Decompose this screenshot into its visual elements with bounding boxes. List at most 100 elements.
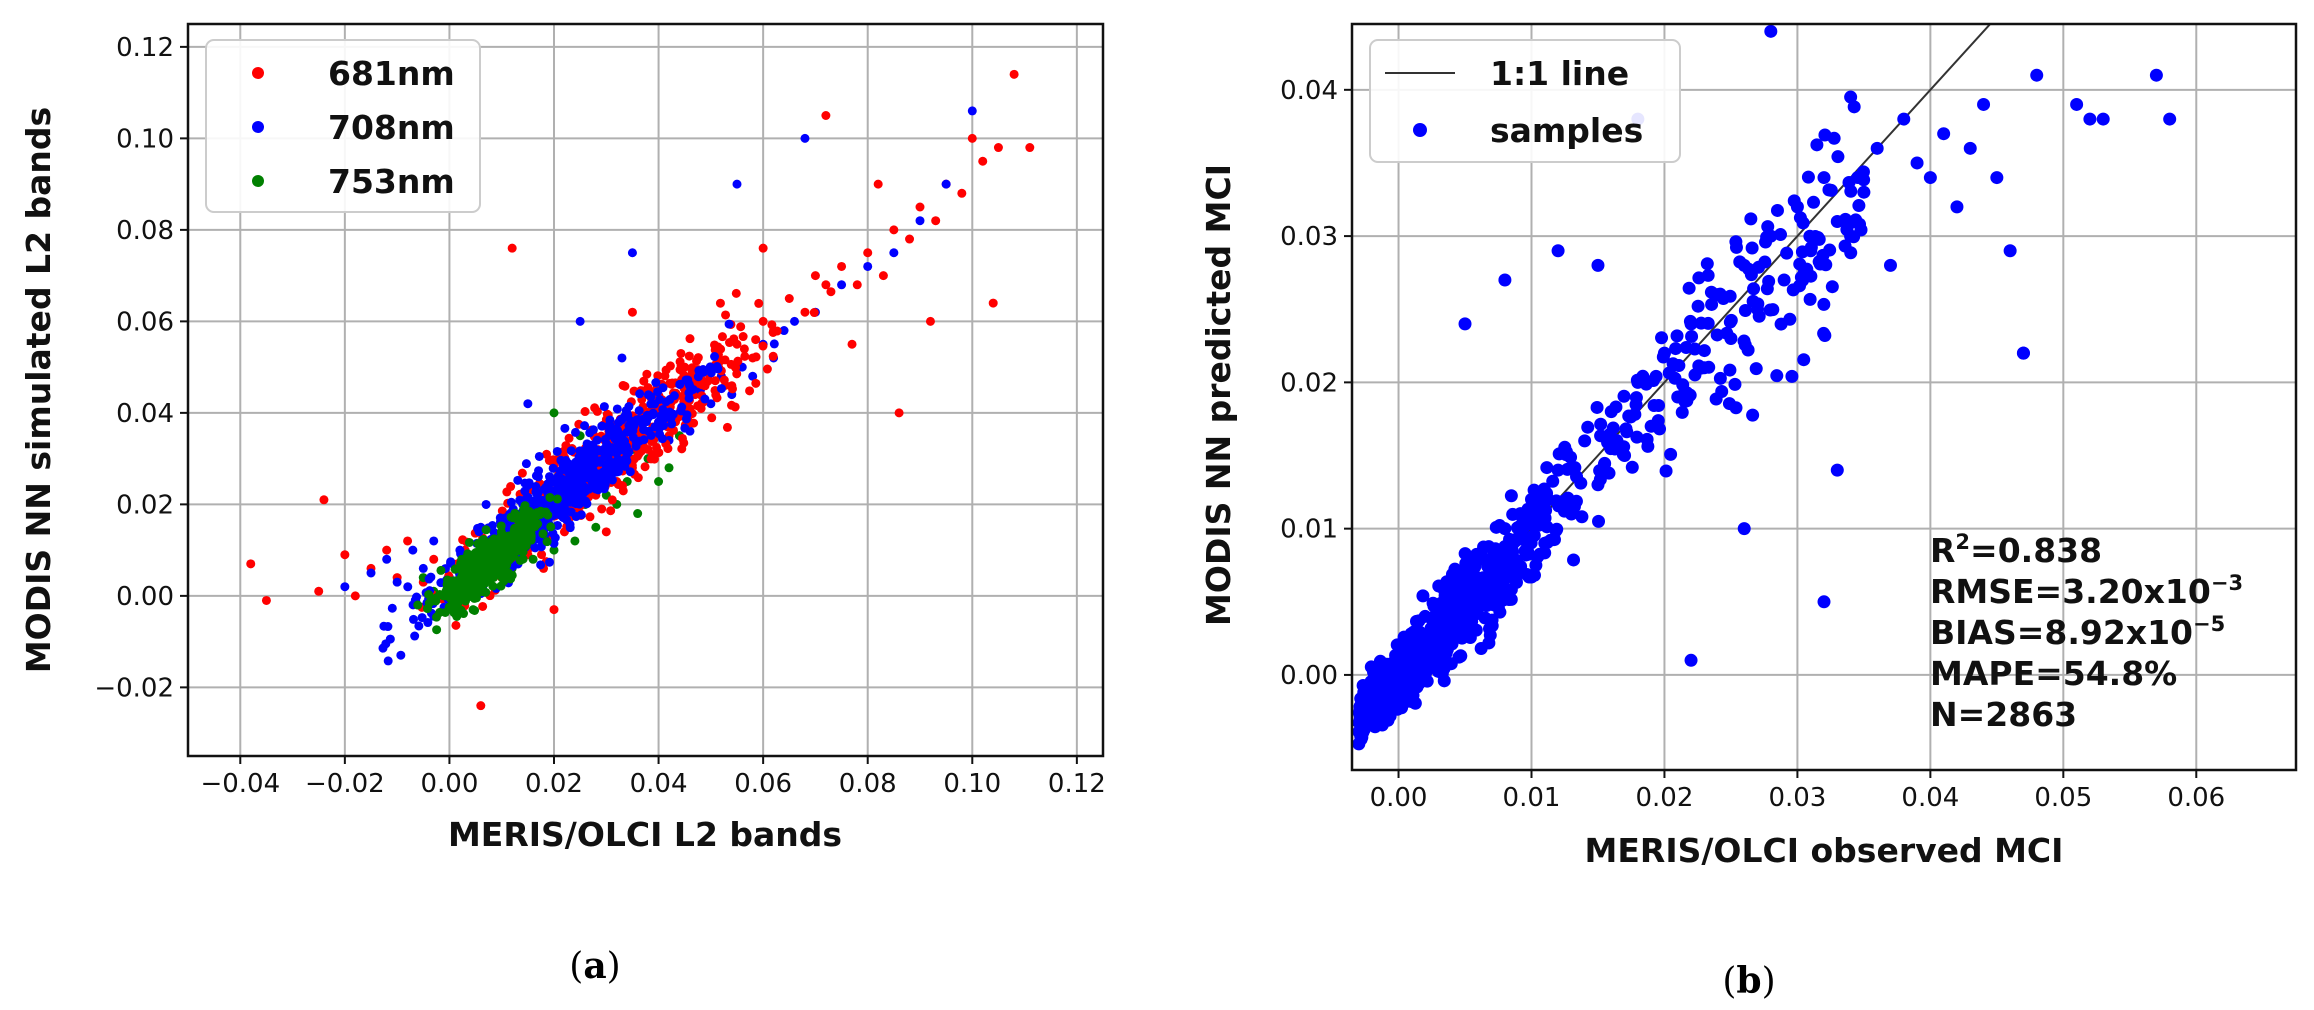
scatter-point-708nm xyxy=(473,523,483,533)
scatter-point-708nm xyxy=(863,261,873,271)
scatter-point-753nm xyxy=(424,590,434,600)
scatter-point-samples xyxy=(1451,595,1465,609)
scatter-point-681nm xyxy=(740,351,750,361)
scatter-point-samples xyxy=(1702,360,1716,374)
stat-bias-superscript: −5 xyxy=(2193,612,2225,636)
scatter-point-681nm xyxy=(497,506,507,516)
panel-b-legend: 1:1 line samples xyxy=(1369,39,1681,163)
scatter-point-708nm xyxy=(889,248,899,258)
scatter-point-753nm xyxy=(513,538,523,548)
scatter-point-681nm xyxy=(993,143,1003,153)
scatter-point-samples xyxy=(2003,244,2017,258)
scatter-point-708nm xyxy=(566,446,576,456)
scatter-point-samples xyxy=(1568,461,1582,475)
scatter-point-681nm xyxy=(726,400,736,410)
scatter-point-753nm xyxy=(496,581,506,591)
scatter-point-samples xyxy=(1700,257,1714,271)
panel-a-legend: 681nm 708nm 753nm xyxy=(205,39,481,213)
legend-708nm-marker xyxy=(252,121,264,133)
scatter-point-samples xyxy=(1482,588,1496,602)
scatter-point-753nm xyxy=(468,583,478,593)
scatter-point-samples xyxy=(1723,289,1737,303)
scatter-point-samples xyxy=(1827,131,1841,145)
scatter-point-708nm xyxy=(614,428,624,438)
scatter-point-samples xyxy=(1524,506,1538,520)
scatter-point-samples xyxy=(1533,547,1547,561)
scatter-point-753nm xyxy=(477,539,487,549)
stat-n: N=2863 xyxy=(1930,695,2077,734)
panel-a-frame xyxy=(186,22,1105,758)
x-tick-label: 0.00 xyxy=(420,769,478,799)
scatter-point-samples xyxy=(1831,150,1845,164)
scatter-point-samples xyxy=(1742,262,1756,276)
scatter-point-samples xyxy=(1445,585,1459,599)
scatter-point-753nm xyxy=(413,600,423,610)
scatter-point-samples xyxy=(1684,653,1698,667)
scatter-point-681nm xyxy=(809,308,819,318)
scatter-point-681nm xyxy=(675,357,685,367)
scatter-point-708nm xyxy=(653,387,663,397)
scatter-point-681nm xyxy=(684,351,694,361)
scatter-point-681nm xyxy=(661,365,671,375)
scatter-point-samples xyxy=(1770,203,1784,217)
scatter-point-samples xyxy=(1664,447,1678,461)
scatter-point-681nm xyxy=(564,433,574,443)
scatter-point-708nm xyxy=(418,563,428,573)
scatter-point-samples xyxy=(1910,156,1924,170)
scatter-point-samples xyxy=(1513,519,1527,533)
scatter-point-samples xyxy=(2149,68,2163,82)
scatter-point-samples xyxy=(1840,223,1854,237)
scatter-point-samples xyxy=(1541,493,1555,507)
scatter-point-753nm xyxy=(487,545,497,555)
scatter-point-681nm xyxy=(653,371,663,381)
scatter-point-708nm xyxy=(566,480,576,490)
scatter-point-samples xyxy=(1786,283,1800,297)
scatter-point-708nm xyxy=(487,521,497,531)
scatter-point-samples xyxy=(1522,570,1536,584)
scatter-point-samples xyxy=(1581,420,1595,434)
scatter-point-681nm xyxy=(607,495,617,505)
scatter-point-samples xyxy=(1844,90,1858,104)
scatter-point-753nm xyxy=(591,522,601,532)
stat-rmse-prefix: RMSE=3.20x10 xyxy=(1930,572,2211,611)
scatter-point-681nm xyxy=(915,202,925,212)
scatter-point-708nm xyxy=(552,501,562,511)
stat-rmse: RMSE=3.20x10−3 xyxy=(1930,571,2243,611)
panel-b-chart: 0.00 0.01 0.02 0.03 0.04 0.05 0.06 0.000.010.0… xyxy=(1199,22,2298,870)
scatter-point-708nm xyxy=(837,280,847,290)
scatter-point-753nm xyxy=(543,510,553,520)
scatter-point-samples xyxy=(1738,304,1752,318)
caption-b: (b) xyxy=(1722,960,1775,1002)
scatter-point-708nm xyxy=(646,392,656,402)
scatter-point-708nm xyxy=(631,441,641,451)
scatter-point-708nm xyxy=(651,378,661,388)
scatter-point-samples xyxy=(1483,628,1497,642)
scatter-point-samples xyxy=(1822,183,1836,197)
scatter-point-681nm xyxy=(537,550,547,560)
scatter-point-753nm xyxy=(523,530,533,540)
scatter-point-708nm xyxy=(524,478,534,488)
scatter-point-samples xyxy=(1666,357,1680,371)
scatter-point-708nm xyxy=(366,568,376,578)
scatter-point-708nm xyxy=(382,554,392,564)
scatter-point-681nm xyxy=(717,332,727,342)
scatter-point-samples xyxy=(1811,230,1825,244)
y-tick-label: 0.04 xyxy=(1280,76,1338,106)
scatter-point-708nm xyxy=(617,353,627,363)
scatter-point-samples xyxy=(1761,220,1775,234)
scatter-point-681nm xyxy=(597,504,607,514)
scatter-point-708nm xyxy=(575,446,585,456)
scatter-point-681nm xyxy=(606,506,616,516)
scatter-point-samples xyxy=(1440,605,1454,619)
scatter-point-753nm xyxy=(469,593,479,603)
scatter-point-708nm xyxy=(590,457,600,467)
scatter-point-samples xyxy=(1746,408,1760,422)
scatter-point-708nm xyxy=(410,631,420,641)
scatter-point-samples xyxy=(1747,282,1761,296)
scatter-point-681nm xyxy=(429,554,439,564)
scatter-point-708nm xyxy=(555,466,565,476)
scatter-point-samples xyxy=(1546,474,1560,488)
panel-a-y-axis-label: MODIS NN simulated L2 bands xyxy=(19,107,58,673)
scatter-point-681nm xyxy=(548,455,558,465)
